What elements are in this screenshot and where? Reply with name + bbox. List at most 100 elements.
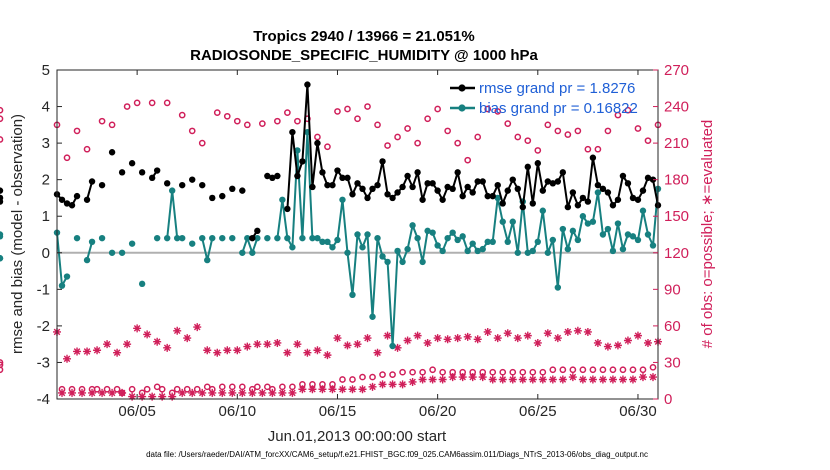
bias-point <box>404 245 411 253</box>
evaluated-count-point <box>598 375 607 384</box>
rmse-point <box>424 180 431 187</box>
evaluated-count-point <box>483 327 492 336</box>
rmse-point <box>289 128 296 136</box>
evaluated-count-point <box>113 348 122 357</box>
evaluated-count-point <box>153 337 162 346</box>
possible-count-point <box>193 385 201 393</box>
x-tick-label: 06/25 <box>519 403 557 420</box>
evaluated-count-point <box>333 334 342 343</box>
evaluated-count-point <box>253 340 262 349</box>
evaluated-count-point <box>508 375 517 384</box>
rmse-point <box>329 181 336 189</box>
evaluated-count-point <box>318 385 327 394</box>
y-tick-label-left: 4 <box>42 99 50 116</box>
bias-point <box>454 236 461 244</box>
evaluated-count-point <box>223 346 232 355</box>
evaluated-count-point <box>188 388 197 397</box>
bias-point <box>354 231 361 238</box>
evaluated-count-point <box>218 388 227 397</box>
evaluated-count-point <box>563 327 572 336</box>
possible-count-point <box>0 136 4 143</box>
evaluated-count-point <box>168 392 177 401</box>
bias-point <box>549 236 557 244</box>
legend-rmse-label: rmse grand pr = 1.8276 <box>479 80 635 97</box>
evaluated-count-point <box>203 346 212 355</box>
possible-count-point <box>514 133 522 141</box>
rmse-point <box>404 172 411 180</box>
rmse-point <box>379 158 386 165</box>
bias-point <box>579 213 587 220</box>
evaluated-count-point <box>263 340 272 349</box>
possible-count-point <box>233 117 241 125</box>
rmse-point <box>459 192 466 200</box>
evaluated-count-point <box>163 343 172 352</box>
possible-count-point <box>554 127 562 135</box>
bias-point <box>219 234 226 242</box>
bias-point <box>153 234 161 242</box>
possible-count-point <box>128 385 136 393</box>
evaluated-count-point <box>273 338 282 347</box>
possible-count-point <box>274 117 281 125</box>
rmse-point <box>449 185 456 193</box>
rmse-point <box>324 181 331 189</box>
rmse-point <box>509 176 516 183</box>
rmse-point <box>569 189 577 196</box>
legend: rmse grand pr = 1.8276 bias grand pr = 0… <box>450 80 638 117</box>
evaluated-count-point <box>513 334 522 343</box>
bias-point <box>619 245 627 253</box>
evaluated-count-point <box>418 375 427 384</box>
possible-count-point <box>569 366 577 374</box>
bias-point <box>494 194 501 202</box>
rmse-point <box>439 196 446 203</box>
legend-rmse-marker <box>458 84 466 92</box>
bias-point <box>449 229 456 236</box>
possible-count-point <box>294 117 301 125</box>
rmse-point <box>494 181 501 189</box>
evaluated-count-point <box>68 388 77 397</box>
possible-count-point <box>464 156 472 164</box>
evaluated-count-point <box>368 382 377 391</box>
rmse-point <box>634 196 642 203</box>
possible-count-point <box>369 373 376 381</box>
bias-point <box>589 218 597 225</box>
rmse-point <box>444 183 451 191</box>
possible-count-point <box>609 366 617 374</box>
evaluated-count-point <box>373 348 382 357</box>
bias-point <box>594 189 602 196</box>
rmse-point <box>604 189 612 196</box>
rmse-point <box>359 185 366 193</box>
evaluated-count-point <box>158 392 167 401</box>
bias-point <box>524 249 531 256</box>
evaluated-count-point <box>593 338 602 347</box>
bias-point <box>569 227 577 235</box>
bias-point <box>624 231 632 238</box>
rmse-point <box>519 203 526 211</box>
possible-count-point <box>509 368 517 376</box>
rmse-point <box>118 169 126 176</box>
rmse-point <box>229 185 236 193</box>
evaluated-count-point <box>358 385 367 394</box>
rmse-point <box>639 187 647 194</box>
possible-count-point <box>188 127 196 135</box>
possible-count-point <box>499 368 507 376</box>
rmse-point <box>299 158 306 165</box>
rmse-point <box>284 205 291 213</box>
possible-count-point <box>604 127 612 135</box>
bias-point <box>609 247 617 255</box>
evaluated-count-point <box>478 373 487 382</box>
rmse-point <box>529 200 536 207</box>
possible-count-point <box>0 366 4 374</box>
evaluated-count-point <box>533 338 542 347</box>
bias-point <box>604 225 612 233</box>
evaluated-count-point <box>123 340 132 349</box>
possible-count-point <box>213 109 221 116</box>
possible-count-point <box>504 120 512 127</box>
rmse-point <box>88 178 96 185</box>
y-tick-label-right: 180 <box>664 172 689 189</box>
bias-point <box>359 244 366 251</box>
bias-point <box>88 238 96 246</box>
evaluated-count-point <box>248 388 257 397</box>
bias-point <box>474 247 481 255</box>
rmse-point <box>354 180 361 187</box>
bias-point <box>239 249 246 256</box>
